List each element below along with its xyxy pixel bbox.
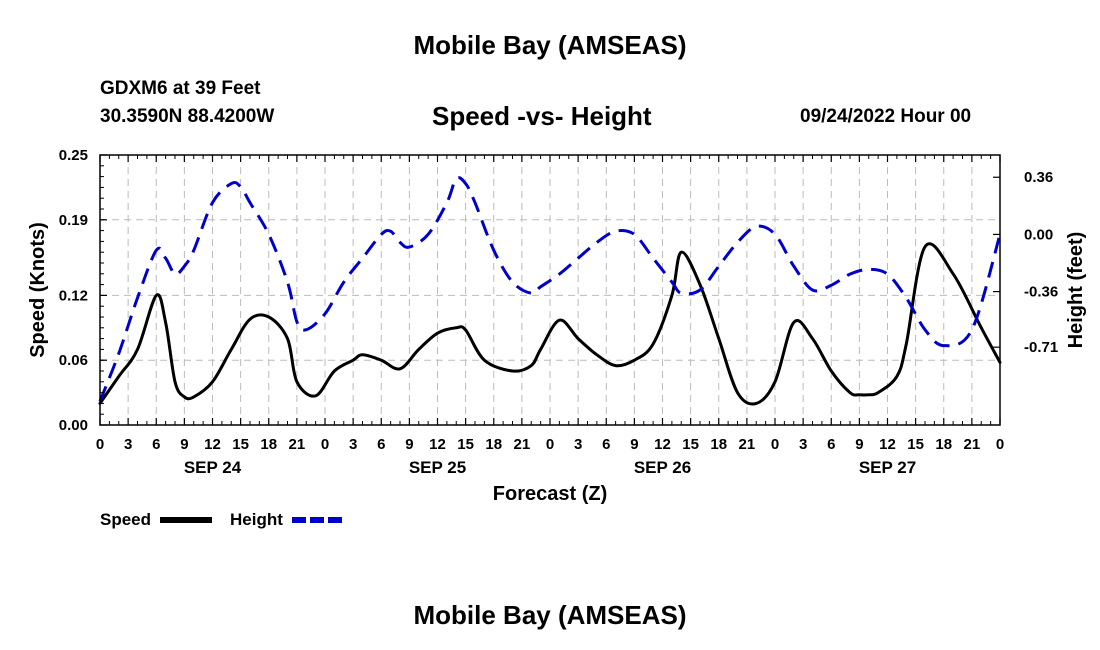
x-tick-label: 21: [739, 436, 756, 453]
x-tick-label: 0: [546, 436, 554, 453]
y2-tick-label: 0.36: [1024, 169, 1053, 186]
footer-title: Mobile Bay (AMSEAS): [413, 600, 687, 630]
x-tick-label: 0: [321, 436, 329, 453]
y2-tick-label: -0.71: [1024, 339, 1058, 356]
chart-grid: [100, 155, 1000, 425]
x-tick-label: 12: [879, 436, 896, 453]
x-tick-label: 6: [827, 436, 835, 453]
x-tick-label: 9: [405, 436, 413, 453]
x-tick-label: 0: [96, 436, 104, 453]
chart-series: [98, 176, 1002, 406]
series-line-speed: [98, 242, 1002, 406]
x-tick-label: 18: [485, 436, 502, 453]
x-tick-label: 3: [799, 436, 807, 453]
x-tick-label: 9: [630, 436, 638, 453]
x-tick-label: 6: [602, 436, 610, 453]
x-tick-label: 18: [260, 436, 277, 453]
y2-axis-title: Height (feet): [1065, 232, 1087, 349]
x-tick-label: 21: [289, 436, 306, 453]
x-tick-label: 21: [514, 436, 531, 453]
chart-subtitle: Speed -vs- Height: [432, 101, 652, 131]
y-tick-label: 0.06: [59, 352, 88, 369]
y-tick-label: 0.12: [59, 287, 88, 304]
x-tick-label: 12: [204, 436, 221, 453]
y-tick-label: 0.00: [59, 417, 88, 434]
x-tick-label: 3: [349, 436, 357, 453]
x-tick-label: 12: [429, 436, 446, 453]
x-tick-label: 15: [682, 436, 699, 453]
station-coordinates: 30.3590N 88.4200W: [100, 106, 275, 127]
x-tick-label: 6: [377, 436, 385, 453]
x-tick-label: 0: [996, 436, 1004, 453]
day-label: SEP 24: [184, 458, 242, 477]
y2-tick-label: 0.00: [1024, 226, 1053, 243]
forecast-datetime: 09/24/2022 Hour 00: [800, 106, 972, 127]
x-tick-label: 9: [180, 436, 188, 453]
x-tick-label: 3: [124, 436, 132, 453]
day-label: SEP 26: [634, 458, 691, 477]
x-tick-label: 12: [654, 436, 671, 453]
day-label: SEP 27: [859, 458, 916, 477]
x-tick-label: 15: [907, 436, 924, 453]
y-tick-label: 0.25: [59, 147, 88, 164]
x-tick-label: 18: [935, 436, 952, 453]
day-label: SEP 25: [409, 458, 466, 477]
y2-tick-label: -0.36: [1024, 284, 1058, 301]
chart-axes: 0 3 6 9 12 15 18 21 0 3 6 9 12 15 18 21 0 3 6 9 12 15 18 21 0 3 6 9…: [27, 147, 1087, 505]
chart-legend: Speed Height: [100, 510, 342, 529]
x-tick-label: 18: [710, 436, 727, 453]
x-tick-label: 0: [771, 436, 779, 453]
x-tick-label: 15: [457, 436, 474, 453]
series-line-height: [98, 176, 1002, 402]
x-tick-label: 3: [574, 436, 582, 453]
chart-main-title: Mobile Bay (AMSEAS): [413, 30, 687, 60]
x-tick-label: 15: [232, 436, 249, 453]
x-tick-label: 9: [855, 436, 863, 453]
x-axis-title: Forecast (Z): [493, 483, 607, 505]
station-label: GDXM6 at 39 Feet: [100, 78, 261, 99]
y-tick-label: 0.19: [59, 212, 88, 229]
legend-label-speed: Speed: [100, 510, 151, 529]
x-tick-label: 6: [152, 436, 160, 453]
x-tick-label: 21: [964, 436, 981, 453]
legend-label-height: Height: [230, 510, 283, 529]
y-axis-title: Speed (Knots): [27, 222, 49, 358]
